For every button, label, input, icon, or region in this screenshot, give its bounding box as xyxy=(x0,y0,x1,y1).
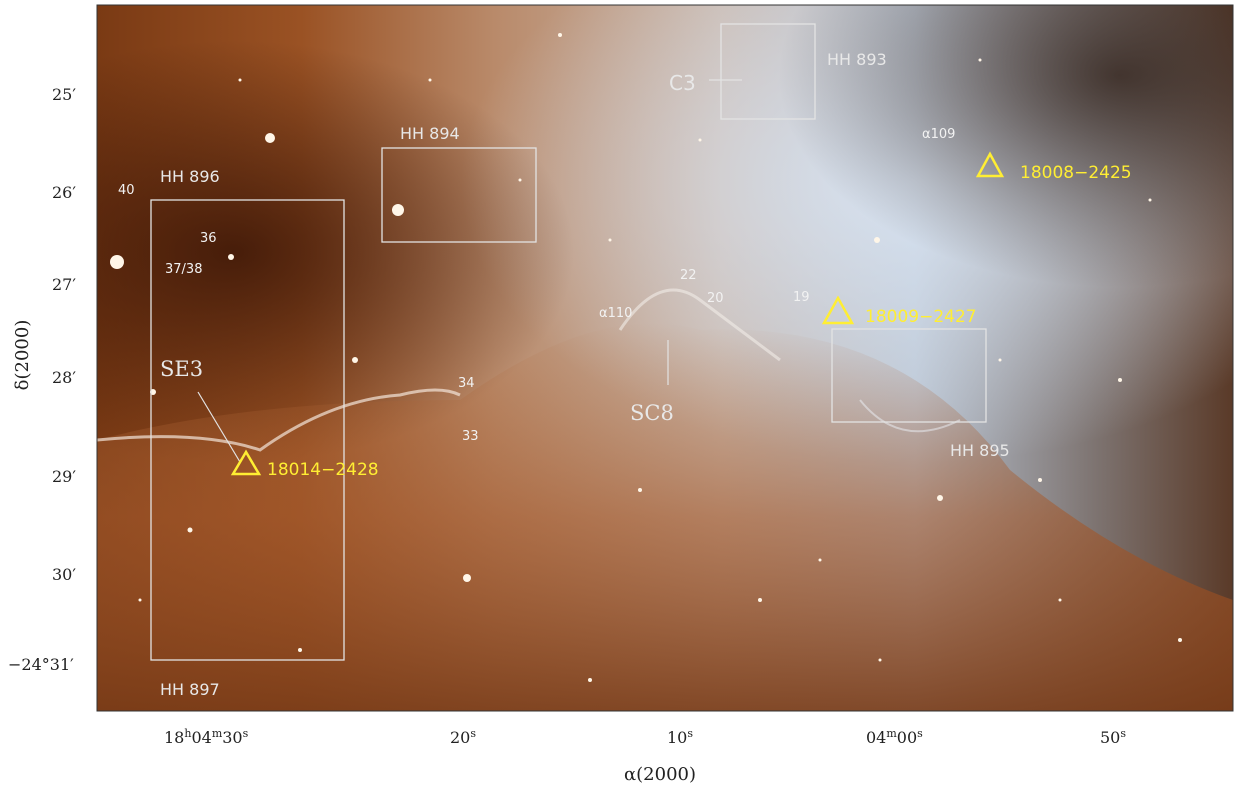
label-star-36: 36 xyxy=(200,231,217,246)
y-tick-30: 30′ xyxy=(52,565,76,584)
label-iras-18014: 18014−2428 xyxy=(267,460,379,480)
label-star-34: 34 xyxy=(458,376,475,391)
y-tick-27: 27′ xyxy=(52,275,76,294)
triangle-icon xyxy=(821,295,855,325)
y-tick-31: −24°31′ xyxy=(8,655,74,674)
x-axis-label: α(2000) xyxy=(624,764,696,785)
iras-markers xyxy=(230,151,1005,476)
pointer-lines xyxy=(197,79,742,463)
label-sc8: SC8 xyxy=(630,401,674,425)
box-hh894 xyxy=(381,147,537,243)
label-hh893: HH 893 xyxy=(827,50,887,69)
label-alpha110: α110 xyxy=(599,306,632,321)
nebula-image xyxy=(97,5,1233,711)
label-star-40: 40 xyxy=(118,183,135,198)
label-iras-18008: 18008−2425 xyxy=(1020,163,1132,183)
region-boxes xyxy=(150,23,987,661)
y-tick-26: 26′ xyxy=(52,183,76,202)
box-hh893 xyxy=(720,23,816,120)
box-hh895 xyxy=(831,328,987,423)
triangle-icon xyxy=(975,151,1005,178)
label-hh894: HH 894 xyxy=(400,124,460,143)
x-tick-20s: 20s xyxy=(450,727,476,748)
label-star-20: 20 xyxy=(707,291,724,306)
label-iras-18009: 18009−2427 xyxy=(865,307,977,327)
label-star-19: 19 xyxy=(793,290,810,305)
label-hh896: HH 896 xyxy=(160,167,220,186)
label-star-22: 22 xyxy=(680,268,697,283)
x-tick-04m00s: 04m00s xyxy=(866,727,923,748)
x-tick-04m30s: 18h04m30s xyxy=(164,727,249,748)
label-alpha109: α109 xyxy=(922,127,955,142)
triangle-icon xyxy=(230,449,262,476)
label-se3: SE3 xyxy=(160,357,203,381)
star-field xyxy=(110,33,1182,682)
y-tick-25: 25′ xyxy=(52,85,76,104)
y-tick-29: 29′ xyxy=(52,467,76,486)
box-hh896-897 xyxy=(150,199,345,661)
label-star-33: 33 xyxy=(462,429,479,444)
label-hh895: HH 895 xyxy=(950,441,1010,460)
label-c3: C3 xyxy=(669,71,696,95)
y-tick-28: 28′ xyxy=(52,368,76,387)
x-tick-50s: 50s xyxy=(1100,727,1126,748)
label-hh897: HH 897 xyxy=(160,680,220,699)
x-tick-10s: 10s xyxy=(667,727,693,748)
y-axis-label: δ(2000) xyxy=(12,320,33,391)
label-star-37-38: 37/38 xyxy=(165,262,202,277)
